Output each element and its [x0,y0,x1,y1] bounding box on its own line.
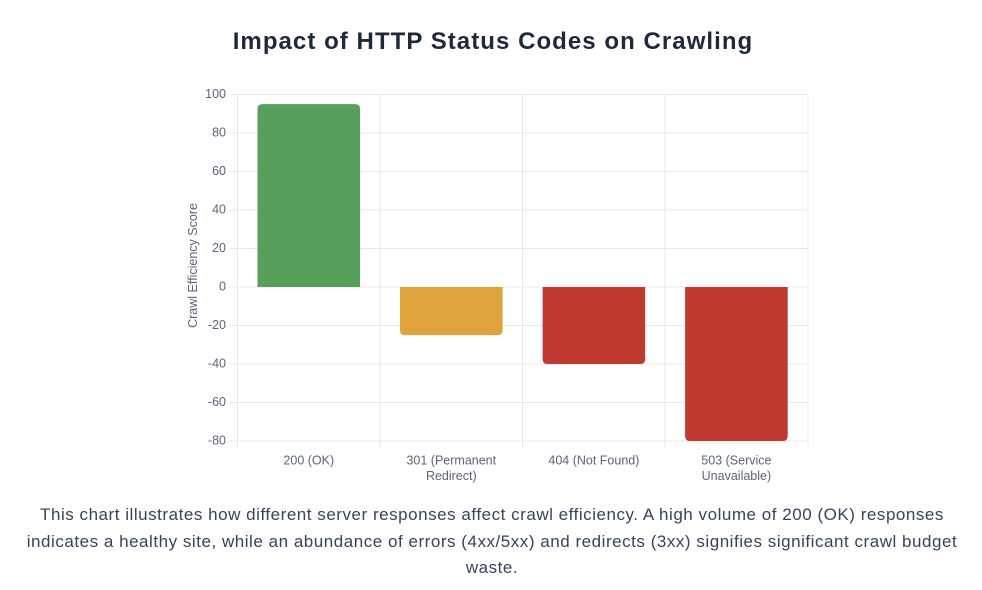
svg-text:100: 100 [205,87,226,101]
svg-text:0: 0 [219,280,226,294]
svg-text:80: 80 [212,126,226,140]
svg-text:60: 60 [212,164,226,178]
svg-text:-20: -20 [208,318,226,332]
svg-text:-60: -60 [208,395,226,409]
svg-text:404 (Not Found): 404 (Not Found) [548,454,639,468]
svg-text:20: 20 [212,241,226,255]
svg-text:Unavailable): Unavailable) [702,469,771,483]
svg-text:-40: -40 [208,357,226,371]
svg-text:40: 40 [212,203,226,217]
svg-text:Redirect): Redirect) [426,469,477,483]
svg-text:Crawl Efficiency Score: Crawl Efficiency Score [186,203,200,328]
svg-text:503 (Service: 503 (Service [701,454,771,468]
svg-text:301 (Permanent: 301 (Permanent [406,454,496,468]
svg-text:200 (OK): 200 (OK) [283,454,334,468]
svg-text:-80: -80 [208,434,226,448]
